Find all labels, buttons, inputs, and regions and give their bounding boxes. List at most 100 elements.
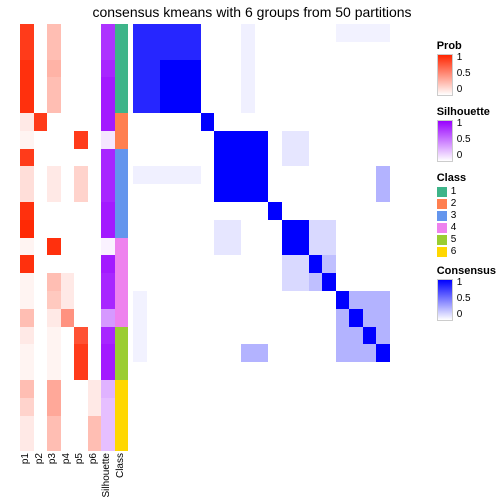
heatmap-cell bbox=[309, 273, 323, 291]
annot-cell bbox=[88, 291, 102, 309]
annot-cell bbox=[74, 362, 88, 380]
heatmap-cell bbox=[336, 166, 350, 184]
heatmap-cell bbox=[363, 131, 377, 149]
heatmap-cell bbox=[295, 433, 309, 451]
heatmap-cell bbox=[255, 433, 269, 451]
heatmap-cell bbox=[255, 184, 269, 202]
heatmap-cell bbox=[322, 166, 336, 184]
annot-cell bbox=[115, 238, 129, 256]
heatmap-cell bbox=[133, 202, 147, 220]
heatmap-cell bbox=[174, 327, 188, 345]
heatmap-cell bbox=[187, 291, 201, 309]
heatmap-cell bbox=[133, 149, 147, 167]
heatmap-cell bbox=[349, 220, 363, 238]
heatmap-cell bbox=[174, 166, 188, 184]
heatmap-cell bbox=[282, 149, 296, 167]
annot-label: p4 bbox=[61, 453, 75, 464]
heatmap-cell bbox=[228, 255, 242, 273]
heatmap-cell bbox=[147, 220, 161, 238]
annot-cell bbox=[20, 238, 34, 256]
heatmap-cell bbox=[336, 291, 350, 309]
annot-cell bbox=[20, 416, 34, 434]
heatmap-cell bbox=[268, 380, 282, 398]
heatmap-cell bbox=[349, 149, 363, 167]
annot-cell bbox=[74, 220, 88, 238]
annot-cell bbox=[20, 149, 34, 167]
heatmap-cell bbox=[147, 327, 161, 345]
annot-cell bbox=[20, 95, 34, 113]
heatmap-cell bbox=[376, 113, 390, 131]
heatmap-cell bbox=[174, 433, 188, 451]
heatmap-cell bbox=[160, 202, 174, 220]
heatmap-cell bbox=[174, 344, 188, 362]
heatmap-cell bbox=[201, 255, 215, 273]
annot-cell bbox=[47, 380, 61, 398]
heatmap-cell bbox=[336, 398, 350, 416]
heatmap-cell bbox=[201, 131, 215, 149]
annot-cell bbox=[115, 273, 129, 291]
heatmap-cell bbox=[349, 255, 363, 273]
annot-cell bbox=[61, 166, 75, 184]
annot-cell bbox=[20, 77, 34, 95]
heatmap-cell bbox=[174, 149, 188, 167]
heatmap-cell bbox=[133, 416, 147, 434]
heatmap-cell bbox=[255, 416, 269, 434]
heatmap-cell bbox=[187, 149, 201, 167]
heatmap-cell bbox=[322, 60, 336, 78]
heatmap-cell bbox=[174, 42, 188, 60]
heatmap-cell bbox=[282, 184, 296, 202]
heatmap-cell bbox=[147, 42, 161, 60]
heatmap-cell bbox=[295, 166, 309, 184]
annot-cell bbox=[115, 433, 129, 451]
heatmap-cell bbox=[255, 166, 269, 184]
heatmap-cell bbox=[228, 24, 242, 42]
heatmap-cell bbox=[336, 416, 350, 434]
legend-tick: 1 bbox=[457, 116, 471, 132]
annot-cell bbox=[20, 220, 34, 238]
heatmap-cell bbox=[228, 131, 242, 149]
annot-cell bbox=[47, 149, 61, 167]
annot-label: Silhouette bbox=[101, 453, 115, 497]
annot-cell bbox=[74, 149, 88, 167]
heatmap-cell bbox=[241, 113, 255, 131]
heatmap-cell bbox=[376, 24, 390, 42]
heatmap-cell bbox=[309, 362, 323, 380]
heatmap-cell bbox=[282, 433, 296, 451]
heatmap-cell bbox=[160, 398, 174, 416]
heatmap-cell bbox=[349, 327, 363, 345]
heatmap-cell bbox=[174, 95, 188, 113]
annot-cell bbox=[34, 238, 48, 256]
annot-cell bbox=[61, 433, 75, 451]
heatmap-cell bbox=[363, 220, 377, 238]
annot-cell bbox=[61, 95, 75, 113]
annot-cell bbox=[88, 166, 102, 184]
annot-cell bbox=[74, 255, 88, 273]
heatmap-cell bbox=[268, 220, 282, 238]
heatmap-cell bbox=[349, 166, 363, 184]
annot-cell bbox=[20, 60, 34, 78]
heatmap-cell bbox=[349, 202, 363, 220]
heatmap-cell bbox=[336, 273, 350, 291]
annot-cell bbox=[20, 433, 34, 451]
annot-cell bbox=[61, 273, 75, 291]
annot-cell bbox=[61, 327, 75, 345]
annot-cell bbox=[101, 380, 115, 398]
legend-ramp bbox=[437, 120, 453, 162]
heatmap-cell bbox=[309, 77, 323, 95]
heatmap-cell bbox=[133, 291, 147, 309]
annot-cell bbox=[88, 95, 102, 113]
heatmap-cell bbox=[228, 202, 242, 220]
legend-tick: 1 bbox=[457, 50, 471, 66]
annot-cell bbox=[34, 380, 48, 398]
heatmap-cell bbox=[201, 113, 215, 131]
heatmap-cell bbox=[322, 202, 336, 220]
annot-cell bbox=[115, 416, 129, 434]
heatmap-cell bbox=[376, 398, 390, 416]
heatmap-cell bbox=[282, 291, 296, 309]
heatmap-cell bbox=[241, 433, 255, 451]
annot-cell bbox=[61, 202, 75, 220]
heatmap-cell bbox=[309, 255, 323, 273]
legend-item: 1 bbox=[437, 186, 496, 197]
heatmap-cell bbox=[160, 327, 174, 345]
annot-cell bbox=[61, 344, 75, 362]
